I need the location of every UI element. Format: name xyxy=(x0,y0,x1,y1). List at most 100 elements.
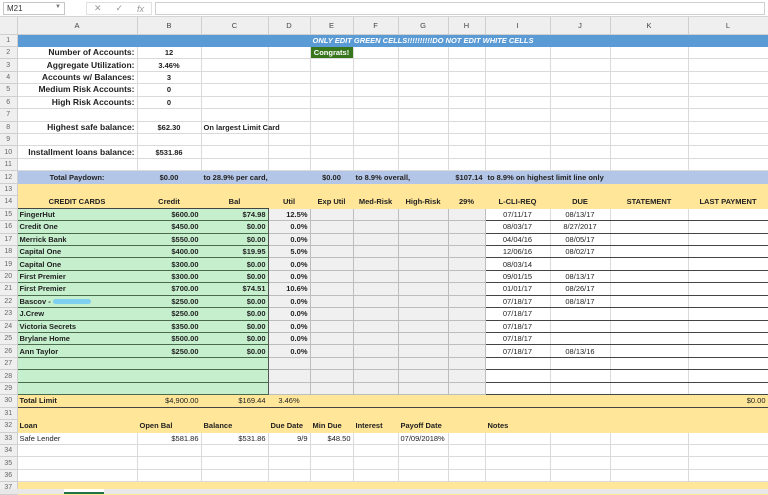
cell[interactable] xyxy=(688,133,768,147)
cell[interactable] xyxy=(398,34,449,47)
column-header[interactable]: K xyxy=(610,17,689,35)
cell[interactable] xyxy=(310,108,354,122)
cell[interactable] xyxy=(353,257,399,271)
card-balance[interactable]: $0.00 xyxy=(201,295,269,309)
card-util[interactable]: 5.0% xyxy=(268,245,311,259)
row-header[interactable]: 34 xyxy=(0,444,18,458)
card-name[interactable]: First Premier xyxy=(17,282,138,296)
card-due-date[interactable]: 08/26/17 xyxy=(550,282,611,296)
cell[interactable] xyxy=(688,145,768,159)
row-header[interactable]: 5 xyxy=(0,83,18,97)
card-lcli-date[interactable]: 01/01/17 xyxy=(485,282,551,296)
cell[interactable] xyxy=(137,357,202,371)
formula-input[interactable] xyxy=(155,2,765,15)
card-util[interactable]: 0.0% xyxy=(268,332,311,346)
card-lcli-date[interactable]: 07/11/17 xyxy=(485,208,551,222)
cell[interactable] xyxy=(398,282,449,296)
card-due-date[interactable]: 08/13/17 xyxy=(550,208,611,222)
cell[interactable] xyxy=(688,121,768,135)
cell[interactable] xyxy=(610,145,689,159)
card-credit[interactable]: $250.00 xyxy=(137,307,202,321)
cell[interactable] xyxy=(448,456,486,470)
cell[interactable] xyxy=(268,83,311,97)
cell[interactable] xyxy=(310,295,354,309)
cell[interactable] xyxy=(688,382,768,396)
card-name[interactable]: Bascov - xyxy=(17,295,138,309)
cell[interactable] xyxy=(485,46,551,60)
cell[interactable] xyxy=(610,233,689,246)
cell[interactable] xyxy=(17,158,138,172)
card-lcli-date[interactable]: 07/18/17 xyxy=(485,295,551,309)
column-header[interactable]: D xyxy=(268,17,311,35)
cell[interactable] xyxy=(398,469,449,483)
cell[interactable] xyxy=(550,83,611,97)
cell[interactable] xyxy=(137,369,202,383)
cell[interactable] xyxy=(310,307,354,321)
row-header[interactable]: 35 xyxy=(0,456,18,470)
cell[interactable] xyxy=(137,469,202,483)
cell[interactable] xyxy=(688,220,768,234)
cell[interactable] xyxy=(610,456,689,470)
cell[interactable] xyxy=(353,96,399,110)
cell[interactable] xyxy=(688,108,768,122)
card-credit[interactable]: $400.00 xyxy=(137,245,202,259)
cell[interactable] xyxy=(688,369,768,383)
cell[interactable] xyxy=(688,58,768,72)
summary-label[interactable]: High Risk Accounts: xyxy=(17,96,138,110)
cell[interactable] xyxy=(398,121,449,135)
cell[interactable] xyxy=(610,469,689,483)
cell[interactable] xyxy=(448,71,486,85)
cell[interactable] xyxy=(448,295,486,309)
cell[interactable] xyxy=(201,369,269,383)
cell[interactable] xyxy=(610,245,689,259)
cell[interactable] xyxy=(688,183,768,197)
cell[interactable] xyxy=(485,456,551,470)
cell[interactable] xyxy=(353,46,399,60)
cell[interactable] xyxy=(201,58,269,72)
column-header[interactable]: A xyxy=(17,17,138,35)
cancel-icon[interactable]: ✕ xyxy=(93,3,102,13)
cell[interactable] xyxy=(398,357,449,371)
row-header[interactable]: 20 xyxy=(0,270,18,284)
card-due-date[interactable]: 08/02/17 xyxy=(550,245,611,259)
cell[interactable] xyxy=(310,83,354,97)
cell[interactable] xyxy=(550,419,611,433)
cell[interactable] xyxy=(688,419,768,433)
column-header[interactable]: C xyxy=(201,17,269,35)
cell[interactable] xyxy=(550,58,611,72)
paydown-highest[interactable]: $107.14 xyxy=(448,170,486,184)
cell[interactable] xyxy=(688,245,768,259)
card-balance[interactable]: $0.00 xyxy=(201,320,269,334)
cell[interactable] xyxy=(268,444,311,458)
cell[interactable] xyxy=(448,145,486,159)
cell[interactable] xyxy=(201,469,269,483)
cell[interactable] xyxy=(448,220,486,234)
cell[interactable] xyxy=(353,456,399,470)
cell[interactable] xyxy=(448,121,486,135)
cell[interactable] xyxy=(17,382,138,396)
cell[interactable] xyxy=(485,58,551,72)
card-due-date[interactable]: 08/13/17 xyxy=(550,270,611,284)
cell[interactable] xyxy=(485,158,551,172)
cell[interactable] xyxy=(688,432,768,445)
cell[interactable] xyxy=(448,344,486,358)
card-balance[interactable]: $0.00 xyxy=(201,257,269,271)
card-balance[interactable]: $0.00 xyxy=(201,220,269,234)
cell[interactable] xyxy=(137,444,202,458)
cell[interactable] xyxy=(688,96,768,110)
cell[interactable] xyxy=(398,220,449,234)
cell[interactable] xyxy=(201,456,269,470)
card-credit[interactable]: $600.00 xyxy=(137,208,202,222)
loan-column-header[interactable]: Balance xyxy=(201,419,269,433)
card-due-date[interactable]: 08/18/17 xyxy=(550,295,611,309)
card-name[interactable]: Victoria Secrets xyxy=(17,320,138,334)
row-header[interactable]: 36 xyxy=(0,469,18,483)
card-name[interactable]: Capital One xyxy=(17,245,138,259)
cell[interactable] xyxy=(268,456,311,470)
card-balance[interactable]: $19.95 xyxy=(201,245,269,259)
cell[interactable] xyxy=(610,320,689,334)
chevron-down-icon[interactable]: ▼ xyxy=(55,4,61,10)
highest-safe-label[interactable]: Highest safe balance: xyxy=(17,121,138,135)
row-header[interactable]: 33 xyxy=(0,432,18,445)
cell[interactable] xyxy=(485,444,551,458)
